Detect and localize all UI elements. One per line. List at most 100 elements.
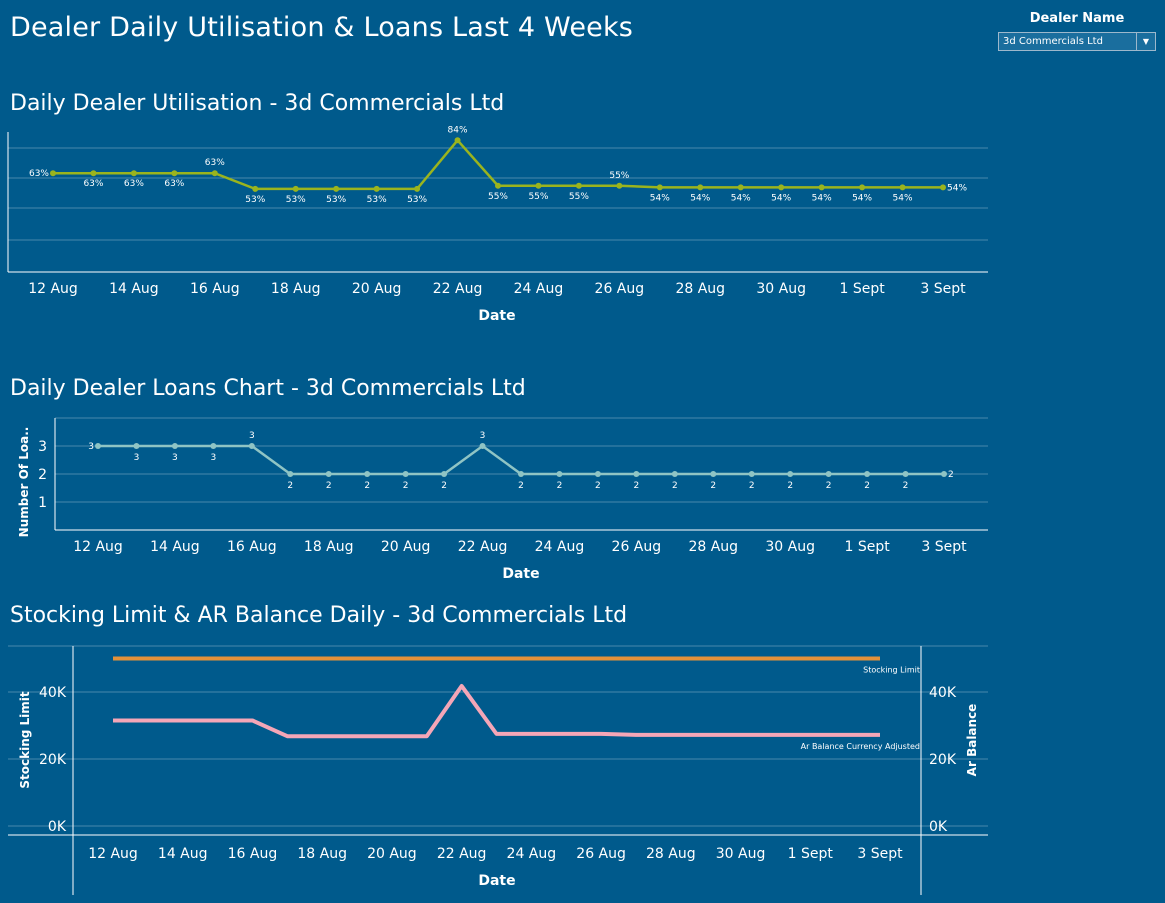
- balance-chart: 0K 20K 40K 0K 20K 40K Stocking Limit Ar Balance…: [8, 645, 988, 895]
- loans-point: [825, 471, 832, 477]
- data-label: 2: [557, 481, 563, 491]
- x-tick-label: 26 Aug: [612, 539, 662, 555]
- loans-point: [248, 443, 255, 449]
- x-tick-label: 20 Aug: [381, 539, 431, 555]
- data-label: 53%: [367, 195, 387, 205]
- utilisation-point: [737, 184, 744, 191]
- y-tick-label: 1: [38, 495, 47, 511]
- utilisation-point: [697, 184, 704, 191]
- loans-point: [748, 471, 755, 477]
- data-label: 63%: [29, 169, 49, 179]
- loans-point: [95, 443, 101, 449]
- utilisation-point: [454, 137, 461, 144]
- x-tick-label: 22 Aug: [437, 846, 487, 862]
- x-tick-label: 20 Aug: [367, 846, 417, 862]
- loans-point: [210, 443, 217, 449]
- data-label: 2: [595, 481, 601, 491]
- data-label: 55%: [528, 192, 548, 202]
- data-label: 53%: [286, 195, 306, 205]
- loans-point: [133, 443, 140, 449]
- balance-chart-title: Stocking Limit & AR Balance Daily - 3d C…: [10, 603, 628, 628]
- x-tick-label: 30 Aug: [716, 846, 766, 862]
- x-tick-label: 3 Sept: [920, 281, 966, 297]
- x-tick-label: 3 Sept: [921, 539, 967, 555]
- loans-point: [864, 471, 871, 477]
- utilisation-point: [656, 184, 663, 191]
- chevron-down-icon[interactable]: ▼: [1136, 33, 1155, 50]
- utilisation-point: [252, 185, 259, 192]
- x-tick-label: 14 Aug: [150, 539, 200, 555]
- data-label: 84%: [448, 125, 468, 135]
- utilisation-point: [414, 185, 421, 192]
- data-label: 53%: [245, 195, 265, 205]
- data-label: 2: [326, 481, 332, 491]
- x-tick-label: 28 Aug: [688, 539, 738, 555]
- data-label: 54%: [771, 193, 791, 203]
- loans-point: [479, 443, 486, 449]
- utilisation-point: [130, 170, 137, 177]
- dashboard-title: Dealer Daily Utilisation & Loans Last 4 …: [10, 12, 634, 43]
- data-label: 3: [249, 431, 255, 441]
- x-tick-label: 26 Aug: [576, 846, 626, 862]
- data-label: 2: [633, 481, 639, 491]
- data-label: 3: [480, 431, 486, 441]
- utilisation-point: [373, 185, 380, 192]
- x-axis-title: Date: [478, 308, 515, 324]
- data-label: 63%: [124, 179, 144, 189]
- x-tick-label: 20 Aug: [352, 281, 402, 297]
- y-tick-label: 0K: [48, 819, 67, 835]
- data-label: 55%: [569, 192, 589, 202]
- loans-point: [441, 471, 448, 477]
- x-tick-label: 16 Aug: [227, 539, 277, 555]
- data-label: 54%: [690, 193, 710, 203]
- data-label: 63%: [83, 179, 103, 189]
- loans-point: [787, 471, 794, 477]
- loans-point: [364, 471, 371, 477]
- data-label: 2: [948, 470, 954, 480]
- loans-point: [941, 471, 947, 477]
- x-axis-title: Date: [502, 566, 539, 582]
- x-tick-label: 24 Aug: [507, 846, 557, 862]
- utilisation-point: [575, 182, 582, 189]
- data-label: 3: [88, 442, 94, 452]
- data-label: 63%: [164, 179, 184, 189]
- loans-line: [98, 444, 944, 476]
- data-label: 3: [134, 453, 140, 463]
- utilisation-point: [50, 170, 56, 177]
- x-tick-label: 24 Aug: [514, 281, 564, 297]
- data-label: 54%: [812, 193, 832, 203]
- x-tick-label: 1 Sept: [839, 281, 885, 297]
- x-tick-label: 3 Sept: [857, 846, 903, 862]
- x-tick-label: 12 Aug: [28, 281, 78, 297]
- y-axis-title: Stocking Limit: [18, 691, 32, 789]
- dealer-filter-label: Dealer Name: [1029, 11, 1125, 26]
- loans-point: [287, 471, 294, 477]
- y-tick-label-right: 20K: [929, 752, 957, 768]
- x-tick-label: 1 Sept: [844, 539, 890, 555]
- x-tick-label: 24 Aug: [535, 539, 585, 555]
- x-tick-label: 14 Aug: [109, 281, 159, 297]
- x-tick-label: 28 Aug: [675, 281, 725, 297]
- data-label: 3: [172, 453, 178, 463]
- data-label: 53%: [326, 195, 346, 205]
- loans-point: [518, 471, 524, 477]
- data-label: 55%: [488, 192, 508, 202]
- x-tick-label: 18 Aug: [271, 281, 321, 297]
- x-tick-label: 16 Aug: [228, 846, 278, 862]
- data-label: 2: [287, 481, 293, 491]
- dealer-select[interactable]: 3d Commercials Ltd ▼: [998, 32, 1156, 51]
- x-axis-title: Date: [478, 873, 515, 889]
- x-tick-label: 12 Aug: [88, 846, 138, 862]
- data-label: 63%: [205, 158, 225, 168]
- utilisation-point: [535, 182, 542, 189]
- utilisation-point: [859, 184, 866, 191]
- loans-point: [325, 471, 332, 477]
- x-tick-label: 18 Aug: [304, 539, 354, 555]
- loans-point: [633, 471, 640, 477]
- utilisation-point: [818, 184, 825, 191]
- y-tick-label: 3: [38, 439, 47, 455]
- data-label: 54%: [650, 193, 670, 203]
- ar-balance-line: [113, 683, 880, 739]
- y-tick-label-right: 0K: [929, 819, 948, 835]
